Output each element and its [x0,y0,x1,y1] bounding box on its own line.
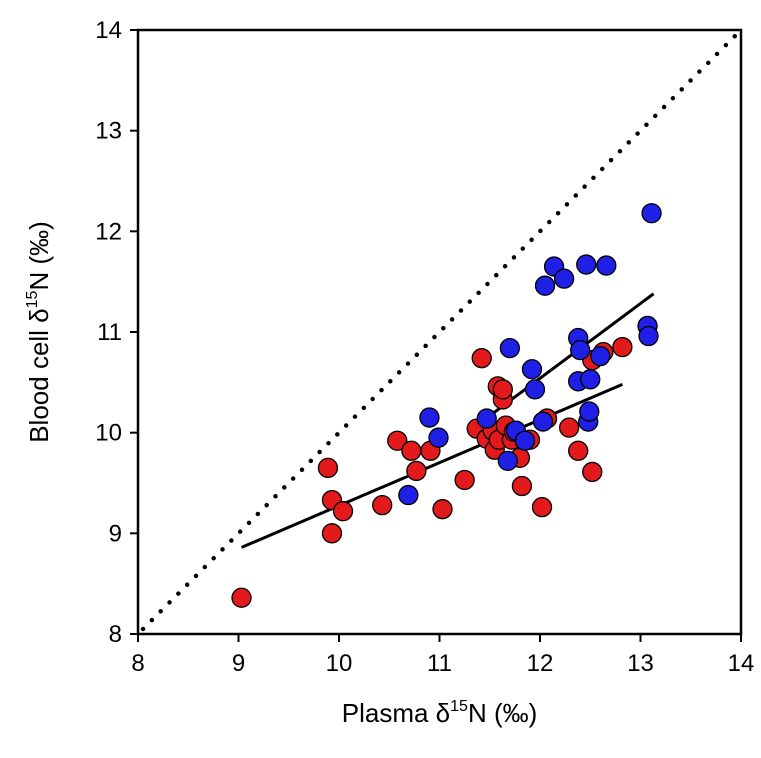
y-axis-title: Blood cell δ15N (‰) [24,221,54,443]
blue-data-point [398,484,419,506]
blue-data-point [419,407,440,428]
x-tick-label: 8 [131,650,144,677]
blue-data-point [580,369,601,390]
blue-data-point [576,254,597,275]
x-tick-label: 13 [627,650,654,677]
blue-data-point [641,203,662,224]
regression-line-0 [240,382,624,549]
red-data-point [531,497,553,518]
blue-data-point [499,337,521,359]
red-data-point [406,460,427,482]
points-layer [231,203,662,608]
y-tick-label: 10 [95,420,122,447]
y-axis-title-delta: δ [24,308,54,322]
x-axis-title-superscript: 15 [450,698,468,715]
blue-data-point [553,268,575,289]
x-axis-title-suffix: N (‰) [468,698,537,728]
red-data-point [231,587,252,608]
blue-data-point [476,408,497,429]
y-tick-label: 9 [109,520,122,547]
x-tick-label: 12 [527,650,554,677]
blue-data-point [596,255,617,276]
red-data-point [332,501,354,522]
blue-data-point [570,339,591,361]
blue-data-point [497,450,518,472]
red-data-point [612,336,633,358]
red-data-point [432,499,453,520]
y-tick-label: 12 [95,218,122,245]
red-data-point [568,440,589,461]
x-tick-label: 14 [728,650,755,677]
red-data-point [582,461,603,483]
red-data-point [511,475,533,497]
red-data-point [558,417,580,438]
y-axis-title-suffix: N (‰) [24,221,54,290]
blue-data-point [521,359,543,380]
red-data-point [321,523,343,544]
y-axis-title-superscript: 15 [24,290,41,308]
x-tick-label: 10 [326,650,353,677]
x-tick-label: 9 [232,650,245,677]
y-axis-title-prefix: Blood cell [24,323,54,443]
blue-data-point [638,325,659,347]
blue-data-point [524,379,546,400]
red-data-point [492,379,513,400]
ticks-layer: 8 9 10 11 12 13 14 8 9 10 11 12 13 14 [95,17,754,677]
blue-data-point [428,427,449,448]
red-data-point [372,494,393,516]
red-data-point [454,469,475,491]
y-tick-label: 14 [95,17,122,44]
x-axis-title: Plasma δ15N (‰) [342,698,538,728]
red-data-point [387,430,408,451]
x-tick-label: 11 [427,650,452,677]
blue-data-point [590,346,611,367]
blue-data-point [534,275,556,296]
y-tick-label: 13 [95,118,122,145]
red-data-point [401,440,422,461]
blue-data-point [532,411,554,432]
x-axis-title-prefix: Plasma [342,698,436,728]
blue-data-point [579,401,600,422]
blue-data-point [514,430,536,451]
red-data-point [317,457,339,479]
y-tick-label: 8 [109,621,122,648]
red-data-point [471,348,492,369]
y-tick-label: 11 [97,319,122,346]
x-axis-title-delta: δ [436,698,450,728]
one-to-one-dotted-line [140,27,744,632]
